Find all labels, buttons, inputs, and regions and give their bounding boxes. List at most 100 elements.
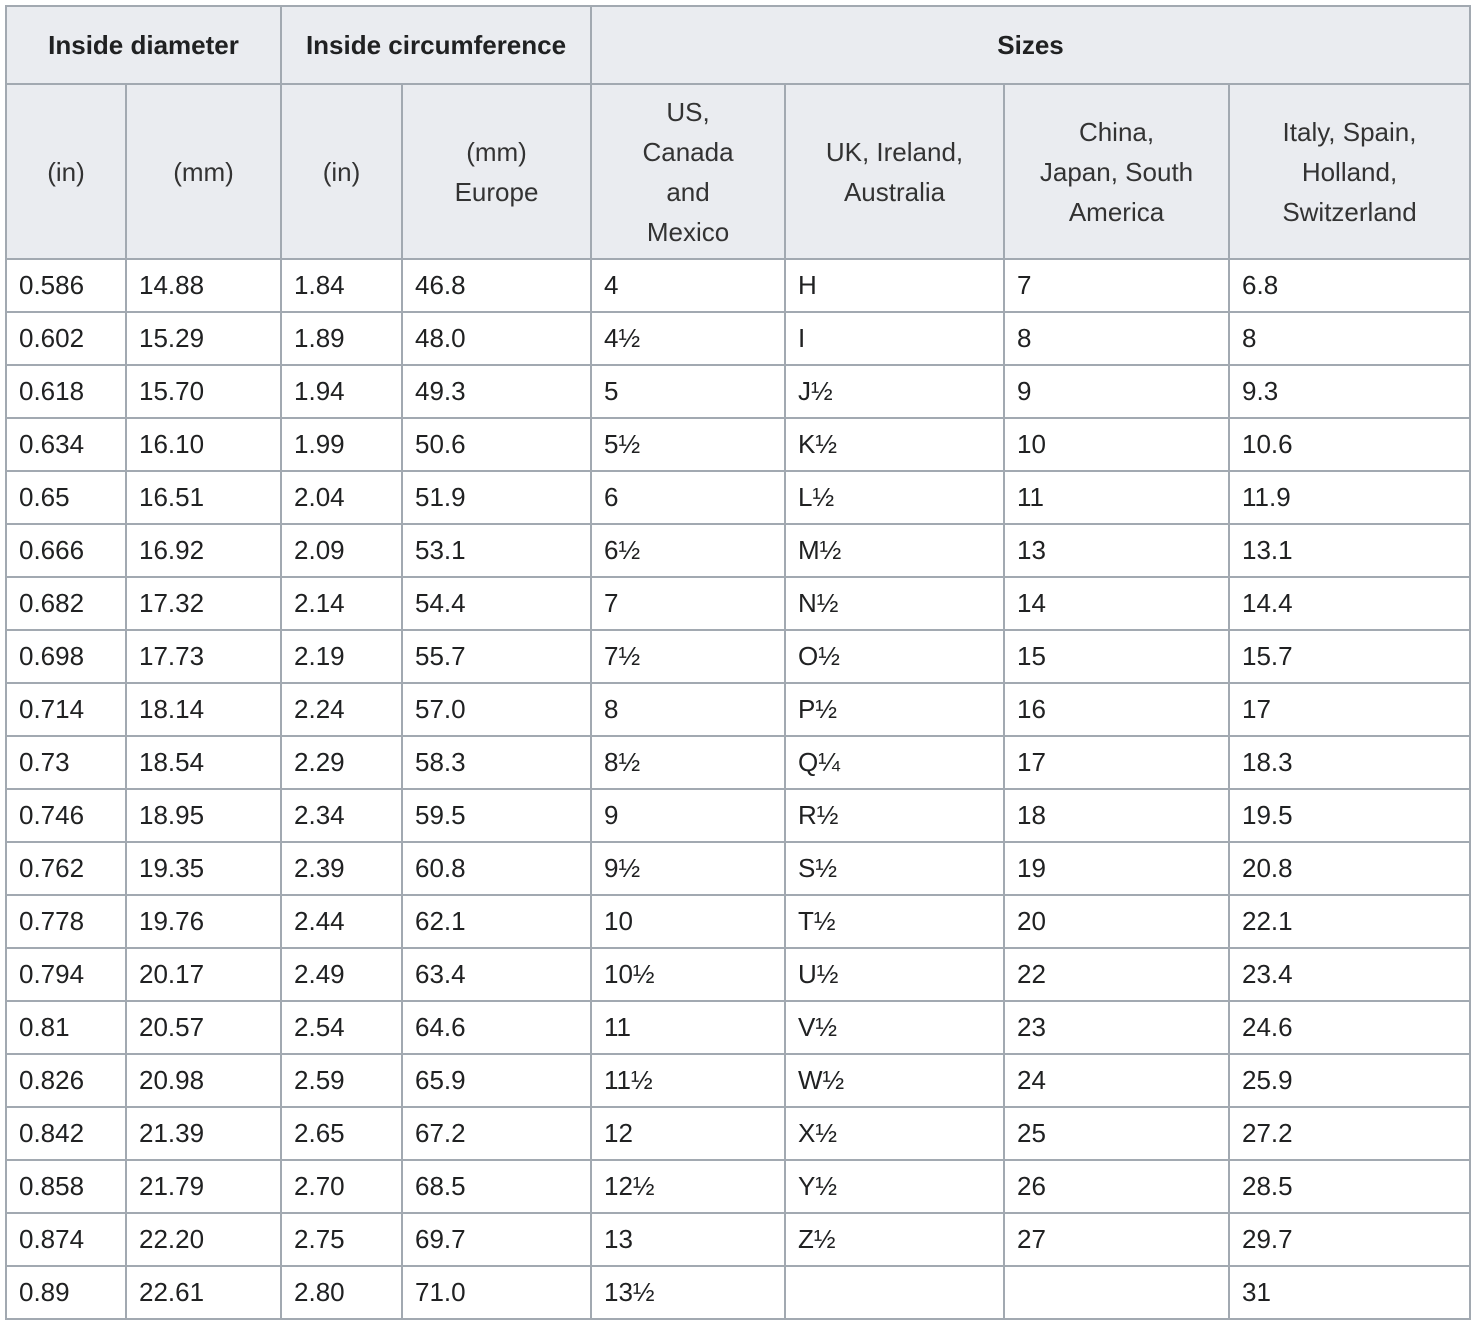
table-cell: 15.70	[124, 364, 283, 419]
table-cell: 5½	[590, 417, 787, 472]
table-cell: 46.8	[401, 258, 593, 313]
table-cell: 1.99	[280, 417, 404, 472]
table-cell: 15.29	[124, 311, 283, 366]
table-cell: 1.84	[280, 258, 404, 313]
table-cell: 14.88	[124, 258, 283, 313]
table-cell: 2.39	[280, 841, 404, 896]
table-cell: 15	[1003, 629, 1231, 684]
table-cell: 69.7	[401, 1212, 593, 1267]
table-cell: 19.5	[1228, 788, 1472, 843]
table-cell: 53.1	[401, 523, 593, 578]
table-cell: 9½	[590, 841, 787, 896]
table-cell: 14	[1003, 576, 1231, 631]
sub-header-row: (in) (mm) (in) (mm) Europe US, Canada and Me…	[5, 83, 1472, 260]
table-cell: S½	[784, 841, 1006, 896]
table-cell: 2.54	[280, 1000, 404, 1055]
table-cell: 13	[590, 1212, 787, 1267]
table-cell: 2.49	[280, 947, 404, 1002]
table-body: 0.586 14.88 1.84 46.8 4 H 7 6.8 0.602 15.29 1.89 48…	[5, 258, 1472, 1320]
table-row: 0.634 16.10 1.99 50.6 5½ K½ 10 10.6	[5, 417, 1472, 472]
table-cell: P½	[784, 682, 1006, 737]
table-cell: 2.80	[280, 1265, 404, 1320]
table-cell: 18	[1003, 788, 1231, 843]
table-cell: 0.73	[5, 735, 127, 790]
table-cell: 18.95	[124, 788, 283, 843]
table-row: 0.794 20.17 2.49 63.4 10½ U½ 22 23.4	[5, 947, 1472, 1002]
table-row: 0.842 21.39 2.65 67.2 12 X½ 25 27.2	[5, 1106, 1472, 1161]
table-cell: 2.04	[280, 470, 404, 525]
sub-header: (in)	[280, 83, 404, 260]
table-row: 0.746 18.95 2.34 59.5 9 R½ 18 19.5	[5, 788, 1472, 843]
table-cell: 25.9	[1228, 1053, 1472, 1108]
ring-size-table: Inside diameter Inside circumference Siz…	[4, 5, 1472, 1320]
sub-header: US, Canada and Mexico	[590, 83, 787, 260]
table-cell: Q¼	[784, 735, 1006, 790]
table-cell: 20.8	[1228, 841, 1472, 896]
table-cell: 0.634	[5, 417, 127, 472]
table-cell: O½	[784, 629, 1006, 684]
table-cell: 7	[1003, 258, 1231, 313]
table-cell: Z½	[784, 1212, 1006, 1267]
table-cell: 2.24	[280, 682, 404, 737]
table-cell: 65.9	[401, 1053, 593, 1108]
table-cell: 24.6	[1228, 1000, 1472, 1055]
table-cell: X½	[784, 1106, 1006, 1161]
table-cell: 62.1	[401, 894, 593, 949]
table-cell: 0.602	[5, 311, 127, 366]
table-cell: 17.73	[124, 629, 283, 684]
table-row: 0.858 21.79 2.70 68.5 12½ Y½ 26 28.5	[5, 1159, 1472, 1214]
table-cell: 11.9	[1228, 470, 1472, 525]
table-row: 0.81 20.57 2.54 64.6 11 V½ 23 24.6	[5, 1000, 1472, 1055]
table-cell: 16.10	[124, 417, 283, 472]
table-cell: 0.714	[5, 682, 127, 737]
table-cell: 49.3	[401, 364, 593, 419]
table-cell: 68.5	[401, 1159, 593, 1214]
table-cell: 11	[1003, 470, 1231, 525]
table-cell: 2.34	[280, 788, 404, 843]
table-cell: 21.79	[124, 1159, 283, 1214]
table-cell: Y½	[784, 1159, 1006, 1214]
table-cell: 21.39	[124, 1106, 283, 1161]
table-cell: 2.14	[280, 576, 404, 631]
table-cell: 9	[590, 788, 787, 843]
table-cell: J½	[784, 364, 1006, 419]
table-cell: 20	[1003, 894, 1231, 949]
table-cell: 23.4	[1228, 947, 1472, 1002]
table-cell: 17	[1228, 682, 1472, 737]
table-cell: 64.6	[401, 1000, 593, 1055]
table-cell: 55.7	[401, 629, 593, 684]
table-cell: 22.61	[124, 1265, 283, 1320]
table-cell: 0.666	[5, 523, 127, 578]
table-cell: 8	[1228, 311, 1472, 366]
table-cell: 6½	[590, 523, 787, 578]
group-header: Inside circumference	[280, 5, 593, 85]
table-cell: 50.6	[401, 417, 593, 472]
table-row: 0.586 14.88 1.84 46.8 4 H 7 6.8	[5, 258, 1472, 313]
table-cell: 59.5	[401, 788, 593, 843]
table-row: 0.762 19.35 2.39 60.8 9½ S½ 19 20.8	[5, 841, 1472, 896]
table-cell: 11½	[590, 1053, 787, 1108]
table-cell: 2.65	[280, 1106, 404, 1161]
table-cell: 28.5	[1228, 1159, 1472, 1214]
table-cell: I	[784, 311, 1006, 366]
table-cell: 25	[1003, 1106, 1231, 1161]
table-cell: 67.2	[401, 1106, 593, 1161]
table-cell: 12½	[590, 1159, 787, 1214]
table-cell: 2.75	[280, 1212, 404, 1267]
table-cell: 0.65	[5, 470, 127, 525]
table-cell: 2.19	[280, 629, 404, 684]
table-cell	[1003, 1265, 1231, 1320]
table-cell: L½	[784, 470, 1006, 525]
table-cell	[784, 1265, 1006, 1320]
table-cell: 10	[590, 894, 787, 949]
table-cell: 20.57	[124, 1000, 283, 1055]
table-cell: 0.874	[5, 1212, 127, 1267]
table-cell: K½	[784, 417, 1006, 472]
table-cell: 0.762	[5, 841, 127, 896]
group-header: Inside diameter	[4, 5, 283, 85]
table-cell: 23	[1003, 1000, 1231, 1055]
group-header-row: Inside diameter Inside circumference Siz…	[4, 5, 1472, 85]
table-cell: 4½	[590, 311, 787, 366]
table-row: 0.618 15.70 1.94 49.3 5 J½ 9 9.3	[5, 364, 1472, 419]
table-cell: 0.778	[5, 894, 127, 949]
